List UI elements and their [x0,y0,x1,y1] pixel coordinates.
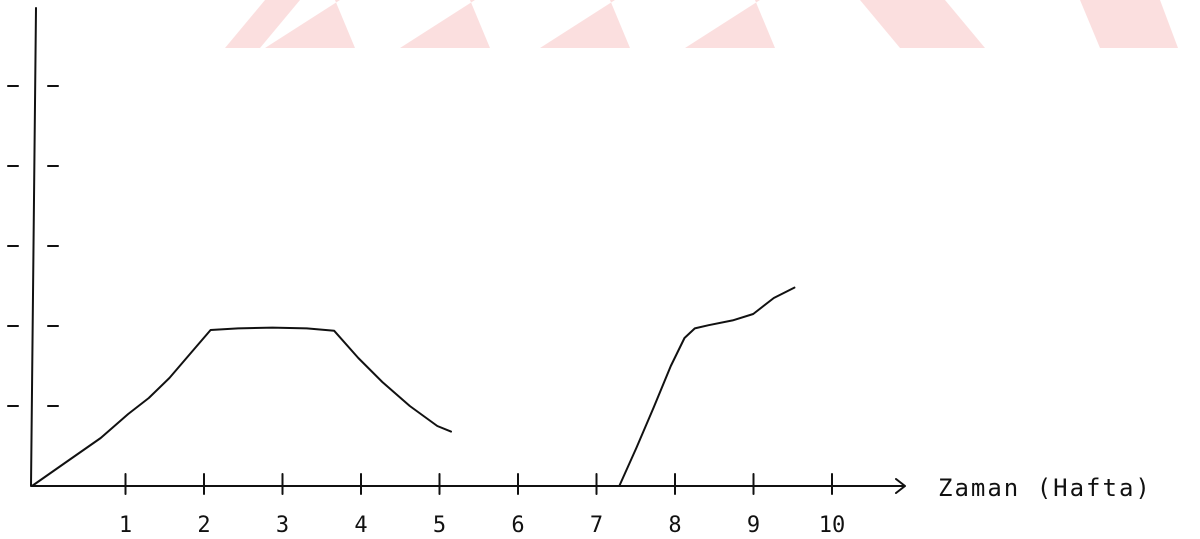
watermark-stripe [400,0,490,48]
x-axis-title: Zaman (Hafta) [938,474,1152,502]
watermark-stripe [265,0,355,48]
x-axis-tick-labels: 1 2 3 4 5 6 7 8 9 10 [119,513,845,538]
watermark-stripe [1080,0,1178,48]
x-axis-line [31,478,906,494]
x-tick-label: 8 [668,513,681,538]
watermark-stripe [540,0,630,48]
watermark-stripes [225,0,1178,48]
x-tick-label: 6 [511,513,524,538]
watermark-stripe [685,0,775,48]
x-tick-label: 7 [590,513,603,538]
x-tick-label: 2 [197,513,210,538]
x-tick-label: 4 [354,513,367,538]
series-line [618,286,796,487]
x-tick-label: 1 [119,513,132,538]
x-axis-ticks [124,473,833,495]
data-series [31,286,796,487]
series-line [31,326,452,487]
y-axis-line [30,7,37,487]
x-tick-label: 9 [747,513,760,538]
watermark-stripe [860,0,985,48]
watermark-stripe [225,0,300,48]
x-tick-label: 5 [433,513,446,538]
y-axis-ticks [7,85,59,407]
x-tick-label: 10 [819,513,846,538]
x-tick-label: 3 [276,513,289,538]
